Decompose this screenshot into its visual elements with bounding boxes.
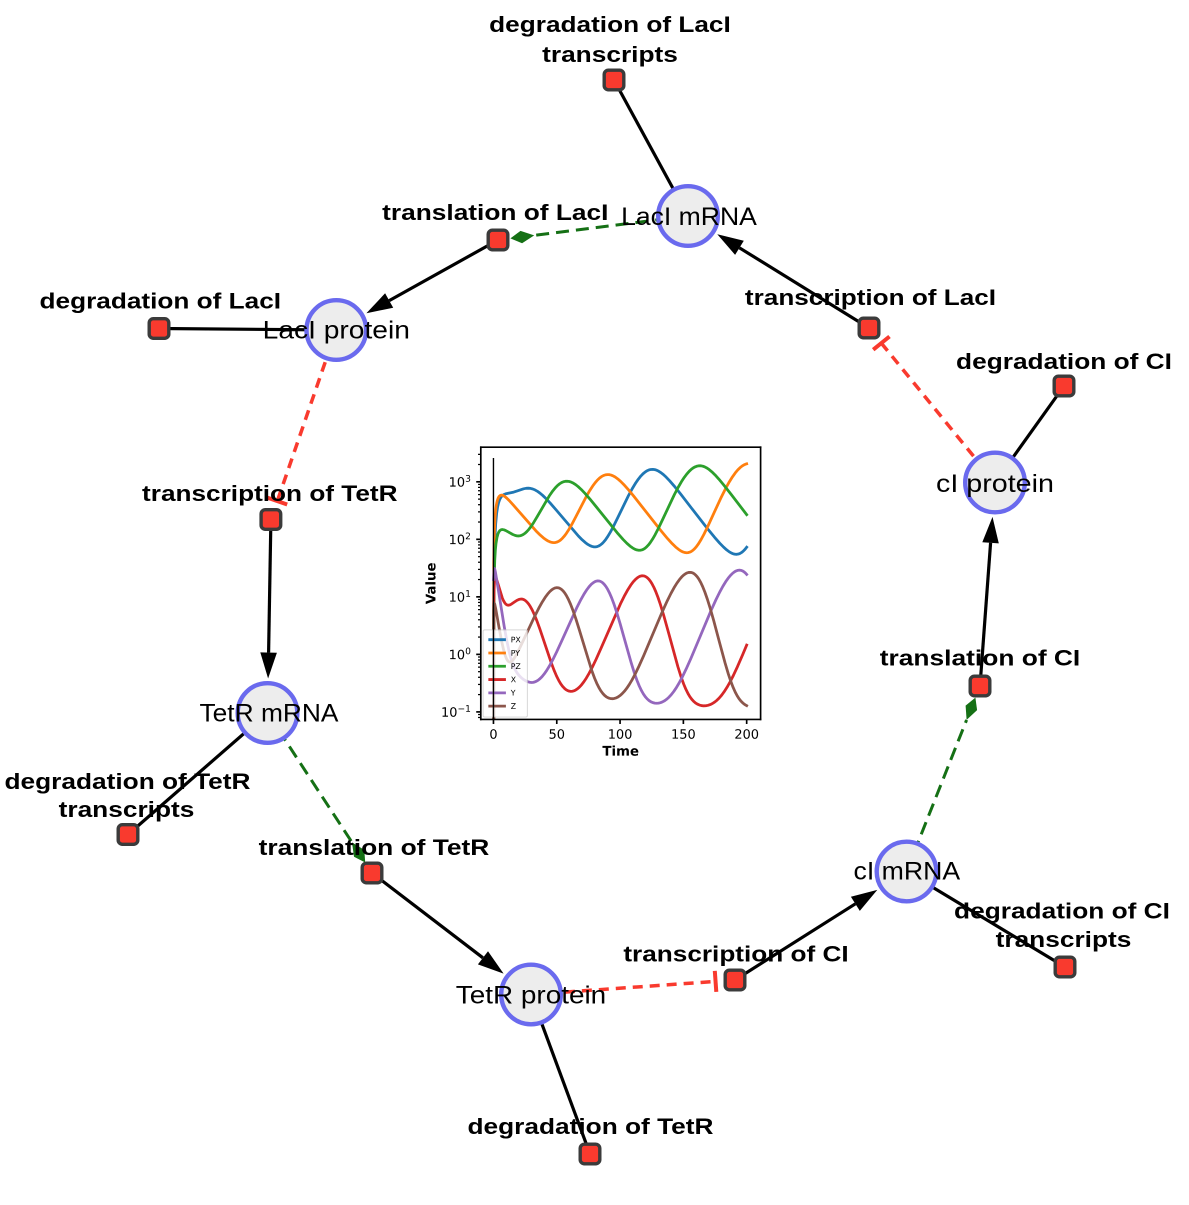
svg-text:TetR mRNA: TetR mRNA	[200, 700, 339, 728]
svg-text:transcripts: transcripts	[542, 42, 678, 67]
svg-text:degradation of LacI: degradation of LacI	[489, 12, 731, 37]
svg-text:transcripts: transcripts	[996, 927, 1132, 952]
svg-text:degradation of LacI: degradation of LacI	[40, 289, 282, 314]
svg-text:degradation of TetR: degradation of TetR	[468, 1114, 714, 1139]
svg-text:transcripts: transcripts	[59, 797, 195, 822]
svg-text:translation of CI: translation of CI	[880, 646, 1081, 671]
svg-text:transcription of LacI: transcription of LacI	[745, 285, 996, 310]
svg-text:translation of LacI: translation of LacI	[382, 200, 608, 225]
svg-text:degradation of CI: degradation of CI	[956, 349, 1172, 374]
svg-text:translation of TetR: translation of TetR	[259, 835, 490, 860]
svg-text:LacI mRNA: LacI mRNA	[621, 203, 757, 231]
svg-text:cI protein: cI protein	[936, 470, 1054, 498]
svg-text:TetR protein: TetR protein	[456, 981, 606, 1009]
svg-text:degradation of CI: degradation of CI	[954, 899, 1170, 924]
svg-text:cI mRNA: cI mRNA	[854, 858, 961, 886]
svg-text:transcription of CI: transcription of CI	[623, 942, 848, 967]
svg-text:transcription of TetR: transcription of TetR	[142, 481, 398, 506]
svg-text:LacI protein: LacI protein	[263, 317, 410, 345]
svg-text:degradation of TetR: degradation of TetR	[5, 769, 251, 794]
